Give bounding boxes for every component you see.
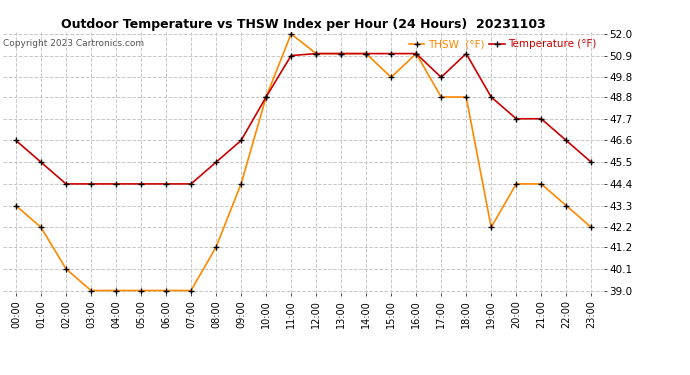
THSW  (°F) xyxy=(137,288,145,293)
THSW  (°F) xyxy=(487,225,495,230)
Temperature (°F) xyxy=(312,51,320,56)
Temperature (°F) xyxy=(112,182,120,186)
THSW  (°F) xyxy=(87,288,95,293)
THSW  (°F) xyxy=(387,75,395,80)
Temperature (°F) xyxy=(562,138,571,143)
THSW  (°F) xyxy=(187,288,195,293)
THSW  (°F) xyxy=(62,267,70,271)
THSW  (°F) xyxy=(412,51,420,56)
THSW  (°F) xyxy=(562,203,571,208)
Temperature (°F) xyxy=(412,51,420,56)
THSW  (°F) xyxy=(162,288,170,293)
Temperature (°F) xyxy=(487,95,495,99)
Temperature (°F) xyxy=(362,51,371,56)
THSW  (°F) xyxy=(587,225,595,230)
Line: THSW  (°F): THSW (°F) xyxy=(12,30,595,294)
Temperature (°F) xyxy=(87,182,95,186)
Temperature (°F) xyxy=(437,75,445,80)
Text: Copyright 2023 Cartronics.com: Copyright 2023 Cartronics.com xyxy=(3,39,145,48)
Temperature (°F) xyxy=(387,51,395,56)
THSW  (°F) xyxy=(437,95,445,99)
THSW  (°F) xyxy=(37,225,45,230)
THSW  (°F) xyxy=(262,95,270,99)
Temperature (°F) xyxy=(262,95,270,99)
Temperature (°F) xyxy=(162,182,170,186)
THSW  (°F) xyxy=(312,51,320,56)
Temperature (°F) xyxy=(337,51,345,56)
Temperature (°F) xyxy=(37,160,45,164)
THSW  (°F) xyxy=(112,288,120,293)
THSW  (°F) xyxy=(287,32,295,36)
THSW  (°F) xyxy=(337,51,345,56)
Temperature (°F) xyxy=(187,182,195,186)
Legend: THSW  (°F), Temperature (°F): THSW (°F), Temperature (°F) xyxy=(407,37,598,51)
THSW  (°F) xyxy=(12,203,20,208)
THSW  (°F) xyxy=(212,245,220,249)
Temperature (°F) xyxy=(537,117,545,121)
THSW  (°F) xyxy=(362,51,371,56)
Title: Outdoor Temperature vs THSW Index per Hour (24 Hours)  20231103: Outdoor Temperature vs THSW Index per Ho… xyxy=(61,18,546,31)
Temperature (°F) xyxy=(587,160,595,164)
Temperature (°F) xyxy=(462,51,471,56)
THSW  (°F) xyxy=(462,95,471,99)
Temperature (°F) xyxy=(137,182,145,186)
Temperature (°F) xyxy=(512,117,520,121)
Temperature (°F) xyxy=(212,160,220,164)
THSW  (°F) xyxy=(237,182,245,186)
Temperature (°F) xyxy=(62,182,70,186)
Temperature (°F) xyxy=(287,53,295,58)
Line: Temperature (°F): Temperature (°F) xyxy=(12,50,595,188)
Temperature (°F) xyxy=(12,138,20,143)
THSW  (°F) xyxy=(512,182,520,186)
THSW  (°F) xyxy=(537,182,545,186)
Temperature (°F) xyxy=(237,138,245,143)
